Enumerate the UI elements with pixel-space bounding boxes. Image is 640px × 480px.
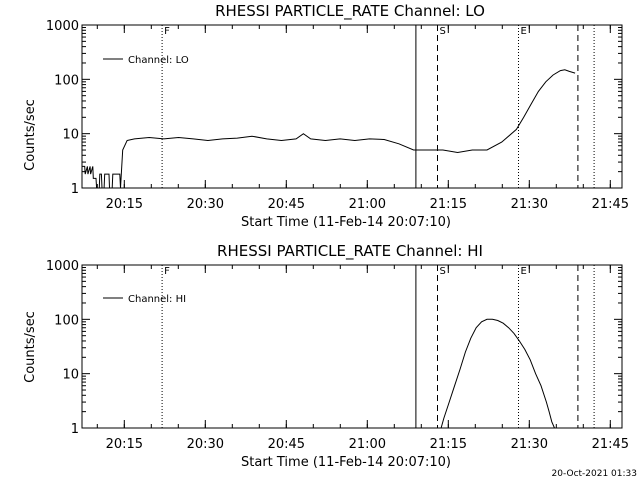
x-tick-label: 21:00	[349, 197, 386, 212]
lo-chart-title: RHESSI PARTICLE_RATE Channel: LO	[215, 2, 485, 21]
y-tick-label: 1	[71, 182, 79, 197]
x-tick-label: 21:30	[511, 197, 548, 212]
lo-x-axis-label: Start Time (11-Feb-14 20:07:10)	[241, 215, 451, 230]
footer-timestamp: 20-Oct-2021 01:33	[552, 469, 637, 479]
hi-x-axis-label: Start Time (11-Feb-14 20:07:10)	[241, 455, 451, 470]
y-tick-label: 1	[71, 422, 79, 437]
x-tick-label: 20:45	[268, 437, 305, 452]
plot-frame	[81, 24, 623, 189]
x-tick-label: 21:45	[592, 437, 629, 452]
event-marker-label: S	[440, 26, 446, 37]
event-marker-label: F	[164, 26, 170, 37]
y-tick-label: 10	[62, 128, 79, 143]
lo-y-axis-label: Counts/sec	[23, 99, 38, 171]
y-tick-label: 100	[54, 73, 79, 88]
hi-y-axis-label: Counts/sec	[23, 311, 38, 383]
hi-legend-label: Channel: HI	[128, 294, 186, 305]
y-tick-label: 100	[54, 313, 79, 328]
event-marker-label: F	[164, 266, 170, 277]
x-tick-label: 20:15	[106, 197, 143, 212]
x-tick-label: 20:15	[106, 437, 143, 452]
y-tick-label: 1000	[46, 259, 79, 274]
x-tick-label: 21:15	[430, 437, 467, 452]
plot-frame	[81, 264, 623, 429]
series-line	[82, 69, 576, 189]
y-tick-label: 10	[62, 368, 79, 383]
lo-channel-panel: RHESSI PARTICLE_RATE Channel: LO Start T…	[23, 2, 629, 230]
x-tick-label: 21:30	[511, 437, 548, 452]
x-tick-label: 21:15	[430, 197, 467, 212]
lo-legend-label: Channel: LO	[128, 55, 189, 66]
event-marker-label: E	[521, 266, 527, 277]
event-marker-label: S	[440, 266, 446, 277]
x-tick-label: 20:45	[268, 197, 305, 212]
x-tick-label: 20:30	[187, 437, 224, 452]
x-tick-label: 21:45	[592, 197, 629, 212]
hi-channel-panel: RHESSI PARTICLE_RATE Channel: HI Start T…	[23, 242, 629, 470]
y-tick-label: 1000	[46, 19, 79, 34]
series-line	[440, 318, 555, 429]
x-tick-label: 20:30	[187, 197, 224, 212]
x-tick-label: 21:00	[349, 437, 386, 452]
hi-chart-title: RHESSI PARTICLE_RATE Channel: HI	[217, 242, 483, 261]
event-marker-label: E	[521, 26, 527, 37]
